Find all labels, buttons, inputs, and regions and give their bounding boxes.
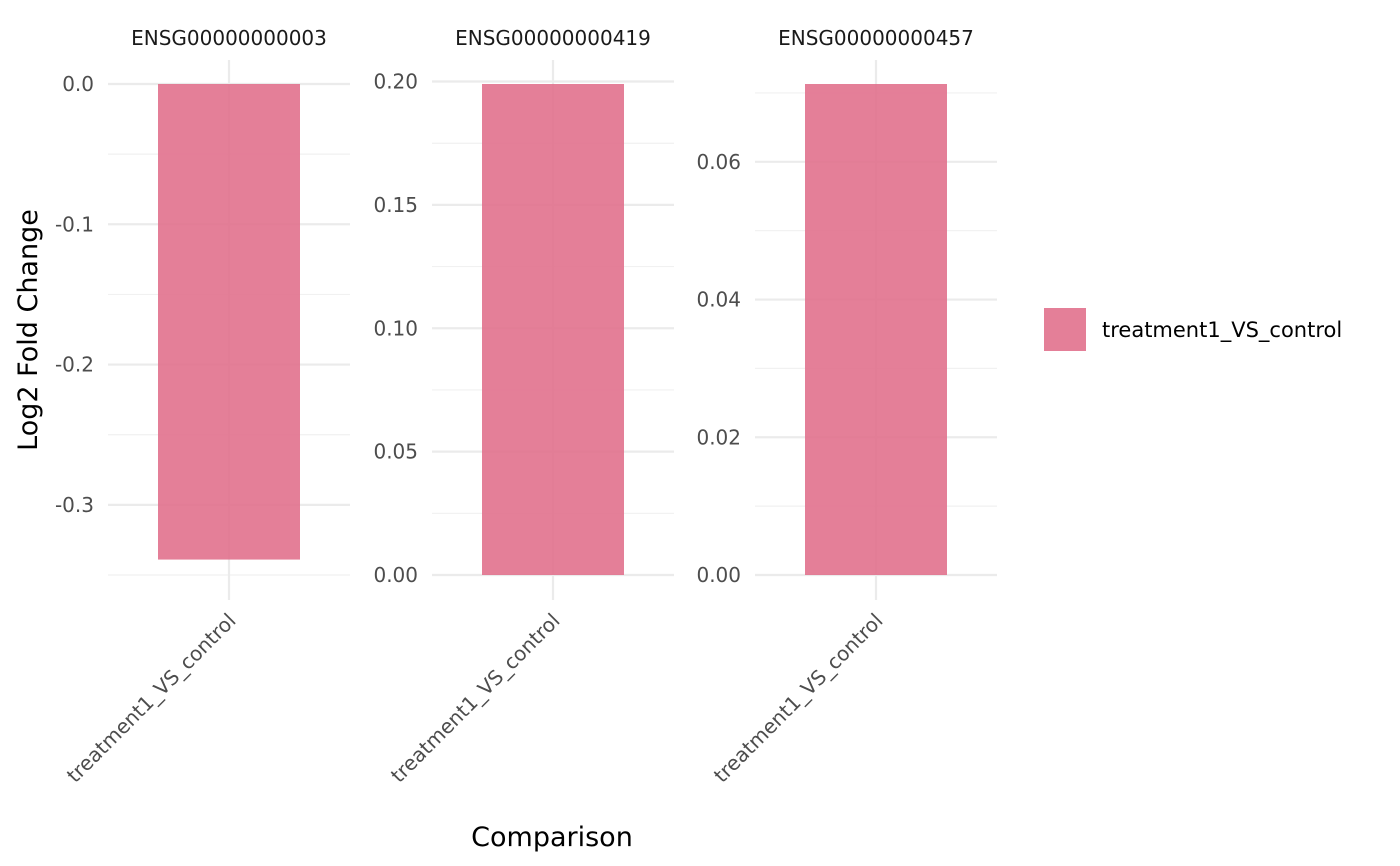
bar xyxy=(805,84,947,575)
y-tick-label: 0.20 xyxy=(373,70,418,94)
legend-swatch xyxy=(1044,308,1086,351)
facet-panel: 0.00 0.05 0.10 0.15 0.20 treatment1_VS_contro… xyxy=(373,26,674,787)
bar xyxy=(482,84,624,575)
facet-panel: 0.0 -0.1 -0.2 -0.3 treatment1_VS_control ENSG… xyxy=(55,26,350,787)
y-tick-label: -0.2 xyxy=(55,353,94,377)
facet-title: ENSG00000000457 xyxy=(778,26,974,50)
x-axis-title: Comparison xyxy=(471,822,633,853)
y-tick-label: 0.00 xyxy=(696,563,741,587)
facet-title: ENSG00000000003 xyxy=(131,26,327,50)
y-tick-label: 0.00 xyxy=(373,563,418,587)
facet-panel: 0.00 0.02 0.04 0.06 treatment1_VS_control ENS… xyxy=(696,26,997,787)
x-tick-label: treatment1_VS_control xyxy=(386,609,565,788)
y-tick-label: -0.1 xyxy=(55,212,94,236)
y-axis-title: Log2 Fold Change xyxy=(13,209,44,451)
x-tick-label: treatment1_VS_control xyxy=(709,609,888,788)
bar xyxy=(158,84,300,560)
y-tick-label: 0.05 xyxy=(373,440,418,464)
legend: treatment1_VS_control xyxy=(1044,308,1342,351)
y-tick-label: 0.10 xyxy=(373,316,418,340)
y-tick-label: 0.02 xyxy=(696,425,741,449)
y-tick-label: 0.0 xyxy=(62,72,94,96)
x-tick-label: treatment1_VS_control xyxy=(62,609,241,788)
legend-label: treatment1_VS_control xyxy=(1102,318,1342,343)
y-tick-label: 0.04 xyxy=(696,288,741,312)
y-tick-label: -0.3 xyxy=(55,493,94,517)
facet-title: ENSG00000000419 xyxy=(455,26,651,50)
y-tick-label: 0.06 xyxy=(696,150,741,174)
y-tick-label: 0.15 xyxy=(373,193,418,217)
